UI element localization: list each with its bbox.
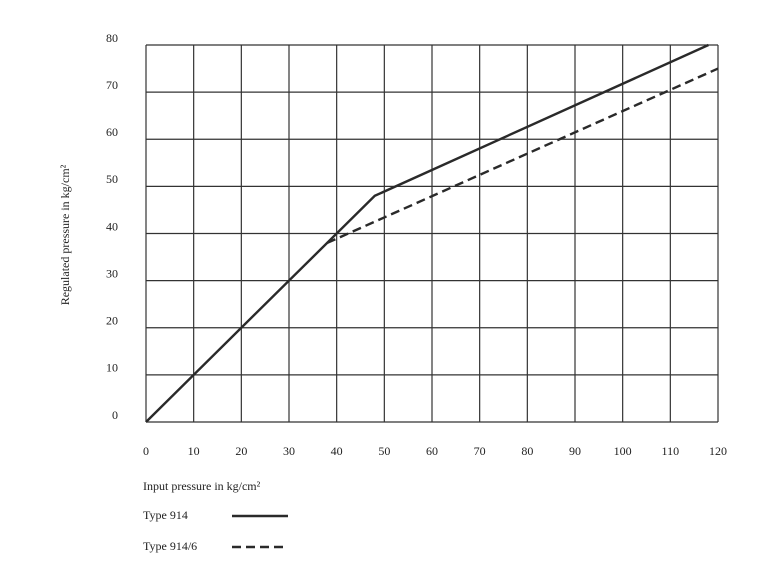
x-axis-label: Input pressure in kg/cm² xyxy=(143,479,261,493)
y-tick-label: 50 xyxy=(106,172,118,186)
y-tick-label: 30 xyxy=(106,266,118,280)
y-tick-label: 80 xyxy=(106,31,118,45)
y-tick-label: 40 xyxy=(106,219,118,233)
y-tick-label: 10 xyxy=(106,361,118,375)
x-tick-label: 20 xyxy=(235,444,247,458)
x-tick-label: 100 xyxy=(614,444,632,458)
x-tick-label: 50 xyxy=(378,444,390,458)
y-tick-label: 70 xyxy=(106,78,118,92)
x-tick-label: 0 xyxy=(143,444,149,458)
x-tick-label: 30 xyxy=(283,444,295,458)
y-axis-label: Regulated pressure in kg/cm² xyxy=(58,164,72,305)
y-tick-label: 20 xyxy=(106,314,118,328)
x-tick-label: 80 xyxy=(521,444,533,458)
x-tick-label: 120 xyxy=(709,444,727,458)
series-line xyxy=(326,67,719,245)
x-tick-label: 60 xyxy=(426,444,438,458)
y-tick-label: 0 xyxy=(112,408,118,422)
legend-label: Type 914/6 xyxy=(143,539,197,553)
x-tick-label: 40 xyxy=(331,444,343,458)
legend-label: Type 914 xyxy=(143,508,188,522)
x-tick-label: 90 xyxy=(569,444,581,458)
y-tick-label: 60 xyxy=(106,125,118,139)
x-tick-label: 70 xyxy=(474,444,486,458)
series-line xyxy=(145,43,709,423)
x-tick-label: 10 xyxy=(188,444,200,458)
x-tick-label: 110 xyxy=(662,444,680,458)
